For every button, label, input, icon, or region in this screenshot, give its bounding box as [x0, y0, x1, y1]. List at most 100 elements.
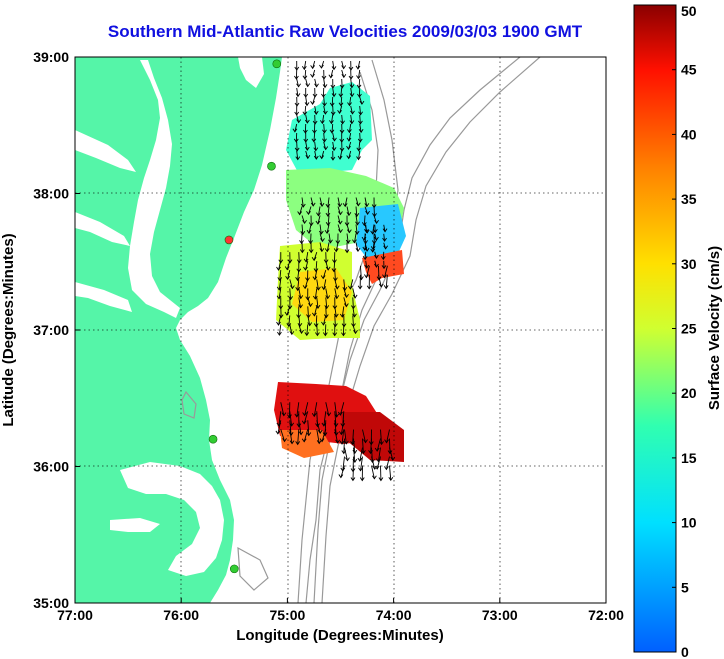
velocity-arrow	[352, 306, 355, 317]
velocity-arrow	[340, 465, 345, 478]
velocity-arrow-head	[337, 411, 343, 416]
velocity-arrow	[305, 96, 308, 106]
radar-station-marker	[224, 235, 234, 245]
velocity-arrow	[363, 215, 366, 226]
velocity-arrow	[298, 315, 301, 327]
velocity-arrow-head	[342, 203, 348, 208]
velocity-arrow	[333, 261, 336, 272]
velocity-arrow-head	[345, 239, 351, 244]
velocity-arrow-head	[338, 93, 344, 98]
velocity-arrow-head	[311, 413, 317, 418]
velocity-arrow	[278, 315, 282, 326]
velocity-arrow-head	[337, 109, 342, 115]
velocity-arrow-head	[374, 447, 380, 452]
velocity-arrow-head	[363, 439, 368, 444]
radar-station-marker	[272, 59, 282, 69]
velocity-arrow-head	[286, 323, 292, 328]
velocity-arrow-head	[307, 322, 313, 327]
velocity-arrow-head	[297, 211, 303, 216]
river-inlet	[75, 282, 132, 312]
velocity-arrow-head	[337, 155, 343, 160]
velocity-arrow-head	[294, 66, 300, 71]
velocity-arrow-head	[334, 285, 340, 290]
velocity-arrow-head	[284, 266, 290, 271]
velocity-arrow-head	[322, 332, 328, 337]
velocity-arrow-head	[384, 439, 389, 444]
velocity-arrow	[352, 288, 356, 299]
velocity-arrow-head	[364, 274, 369, 279]
velocity-arrow-head	[325, 266, 331, 271]
velocity-arrow-head	[338, 431, 344, 436]
velocity-arrow	[325, 306, 327, 318]
velocity-arrow-head	[323, 110, 328, 115]
velocity-arrow	[344, 429, 347, 444]
velocity-arrow-head	[366, 285, 372, 290]
velocity-arrow	[389, 447, 394, 461]
velocity-arrow-head	[315, 423, 320, 428]
velocity-arrow-head	[294, 413, 300, 418]
velocity-arrow	[377, 274, 382, 287]
velocity-arrow	[352, 429, 354, 445]
velocity-arrow-head	[334, 295, 340, 300]
velocity-arrow	[353, 447, 356, 463]
velocity-arrow-head	[378, 477, 384, 482]
velocity-arrow-head	[295, 277, 300, 282]
velocity-arrow	[383, 233, 386, 242]
velocity-region	[356, 204, 406, 262]
velocity-arrow-head	[345, 457, 350, 462]
velocity-arrow-head	[378, 283, 384, 288]
velocity-arrow-head	[374, 236, 379, 241]
velocity-arrow	[296, 150, 299, 160]
velocity-arrow-head	[361, 222, 367, 227]
velocity-arrow-head	[387, 450, 393, 455]
velocity-arrow-head	[341, 74, 347, 79]
velocity-arrow-head	[324, 248, 330, 253]
velocity-arrow-head	[308, 303, 313, 308]
velocity-arrow	[340, 87, 343, 97]
velocity-arrow	[325, 402, 330, 416]
velocity-arrow-head	[330, 156, 336, 161]
velocity-arrow-head	[353, 330, 358, 335]
velocity-arrow-head	[352, 294, 358, 299]
velocity-arrow-head	[303, 129, 308, 134]
velocity-arrow-head	[370, 459, 375, 464]
velocity-arrow-head	[311, 312, 317, 317]
velocity-arrow	[377, 447, 381, 462]
velocity-arrow-head	[315, 332, 320, 337]
velocity-arrow	[280, 429, 285, 442]
velocity-arrow-head	[362, 246, 368, 251]
velocity-arrow	[305, 252, 309, 262]
velocity-arrow	[316, 429, 320, 444]
y-tick-label: 38:00	[33, 186, 69, 202]
velocity-arrow-head	[308, 249, 314, 254]
velocity-arrow-head	[339, 129, 345, 134]
velocity-arrow	[334, 306, 337, 317]
velocity-arrow-head	[316, 212, 321, 217]
velocity-arrow-head	[276, 321, 281, 326]
velocity-arrow	[327, 197, 330, 208]
velocity-arrow	[314, 78, 317, 87]
velocity-arrow-head	[333, 313, 339, 318]
velocity-arrow-head	[308, 222, 314, 227]
velocity-arrow-head	[285, 275, 290, 281]
y-tick-label: 35:00	[33, 595, 69, 611]
velocity-arrow	[359, 123, 362, 133]
velocity-arrow	[319, 224, 322, 235]
velocity-arrow	[352, 465, 354, 481]
velocity-arrow-head	[290, 285, 295, 290]
velocity-arrow-head	[324, 229, 330, 235]
velocity-arrow	[319, 242, 323, 252]
velocity-arrow	[323, 78, 326, 88]
velocity-arrow-head	[356, 147, 362, 152]
velocity-arrow	[314, 105, 317, 115]
velocity-arrow	[340, 420, 345, 435]
velocity-arrow-head	[328, 239, 333, 244]
velocity-arrow	[316, 279, 319, 290]
velocity-arrow-head	[374, 219, 379, 225]
velocity-arrow	[305, 114, 308, 124]
velocity-arrow-head	[341, 332, 346, 337]
velocity-arrow-head	[325, 212, 331, 217]
velocity-arrow	[289, 324, 293, 335]
velocity-arrow	[332, 132, 335, 141]
